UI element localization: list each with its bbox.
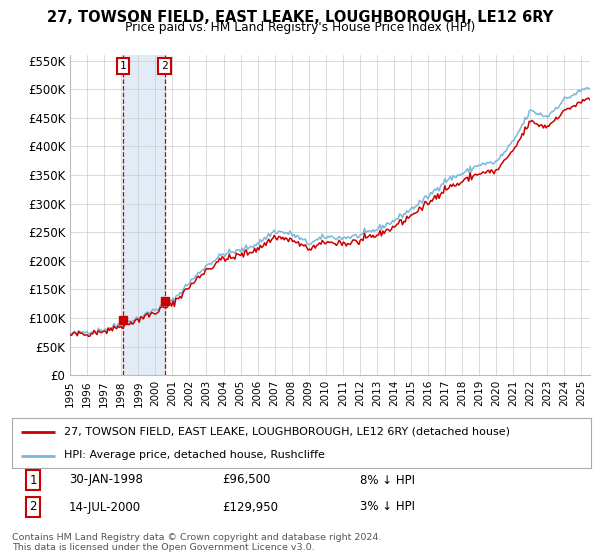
Text: Price paid vs. HM Land Registry's House Price Index (HPI): Price paid vs. HM Land Registry's House … — [125, 21, 475, 34]
Bar — [123, 55, 164, 375]
Text: 27, TOWSON FIELD, EAST LEAKE, LOUGHBOROUGH, LE12 6RY: 27, TOWSON FIELD, EAST LEAKE, LOUGHBOROU… — [47, 10, 553, 25]
Text: HPI: Average price, detached house, Rushcliffe: HPI: Average price, detached house, Rush… — [64, 450, 325, 460]
Text: 2: 2 — [29, 501, 37, 514]
Text: 8% ↓ HPI: 8% ↓ HPI — [360, 474, 415, 487]
Text: 1: 1 — [29, 474, 37, 487]
Text: 1: 1 — [119, 61, 126, 71]
Text: 27, TOWSON FIELD, EAST LEAKE, LOUGHBOROUGH, LE12 6RY (detached house): 27, TOWSON FIELD, EAST LEAKE, LOUGHBOROU… — [64, 427, 510, 437]
Text: 14-JUL-2000: 14-JUL-2000 — [69, 501, 141, 514]
Text: £129,950: £129,950 — [222, 501, 278, 514]
Text: 3% ↓ HPI: 3% ↓ HPI — [360, 501, 415, 514]
Text: 2: 2 — [161, 61, 168, 71]
Text: 30-JAN-1998: 30-JAN-1998 — [69, 474, 143, 487]
Text: Contains HM Land Registry data © Crown copyright and database right 2024.: Contains HM Land Registry data © Crown c… — [12, 533, 382, 542]
Text: This data is licensed under the Open Government Licence v3.0.: This data is licensed under the Open Gov… — [12, 543, 314, 552]
Text: £96,500: £96,500 — [222, 474, 271, 487]
